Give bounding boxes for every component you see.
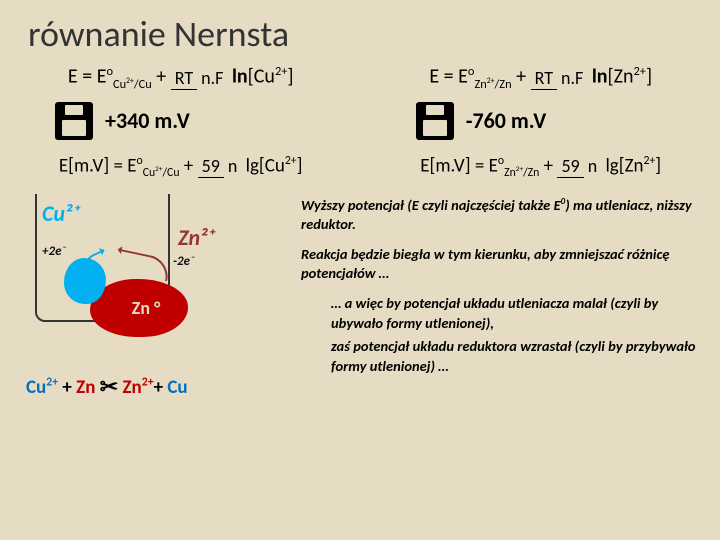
nernst-cu-equation: E = EoCu2+/Cu + RTn.F ln[Cu2+] — [68, 64, 294, 92]
save-icon — [416, 102, 454, 140]
zn-potential-value: -760 m.V — [466, 107, 547, 134]
electrochemical-diagram: Cu²⁺ Zn²⁺ +2e⁻ -2e⁻ Zn ° — [20, 194, 278, 369]
nernst-zn-equation: E = EoZn2+/Zn + RTn.F ln[Zn2+] — [429, 64, 652, 92]
save-icon — [55, 102, 93, 140]
nernst-zn-mv-equation: E[m.V] = EoZn2+/Zn + 59n lg[Zn2+] — [420, 154, 661, 180]
potential-row: +340 m.V -760 m.V — [0, 102, 720, 140]
slide-title: równanie Nernsta — [0, 0, 720, 56]
explanatory-text-2: Reakcja będzie biegła w tym kierunku, ab… — [301, 245, 700, 284]
equation-row-top: E = EoCu2+/Cu + RTn.F ln[Cu2+] E = EoZn2… — [0, 64, 720, 92]
zn-metal-label: Zn ° — [132, 297, 161, 319]
equation-row-bottom: E[m.V] = EoCu2+/Cu + 59n lg[Cu2+] E[m.V]… — [0, 154, 720, 180]
explanatory-text-4: zaś potencjał układu reduktora wzrastał … — [301, 337, 700, 376]
explanatory-text-3: … a więc by potencjał układu utleniacza … — [301, 294, 700, 333]
explanatory-text-1: Wyższy potencjał (E czyli najczęściej ta… — [301, 196, 700, 235]
nernst-cu-mv-equation: E[m.V] = EoCu2+/Cu + 59n lg[Cu2+] — [59, 154, 303, 180]
reaction-equation: Cu2+ + Zn ✂ Zn2++ Cu — [26, 373, 295, 400]
zn-ion-label: Zn²⁺ — [178, 224, 215, 251]
cu-potential-value: +340 m.V — [105, 107, 190, 134]
cu-ion-label: Cu²⁺ — [42, 200, 80, 227]
plus-2e-label: +2e⁻ — [42, 244, 66, 259]
minus-2e-label: -2e⁻ — [173, 254, 195, 269]
